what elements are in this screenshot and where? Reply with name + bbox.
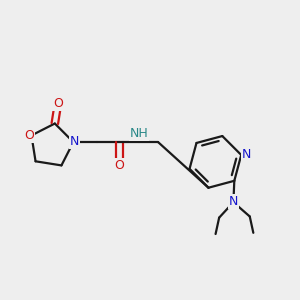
Text: N: N (229, 195, 238, 208)
Text: N: N (70, 135, 79, 148)
Text: N: N (242, 148, 251, 160)
Text: O: O (115, 159, 124, 172)
Text: O: O (53, 97, 63, 110)
Text: NH: NH (130, 127, 148, 140)
Text: O: O (24, 129, 34, 142)
